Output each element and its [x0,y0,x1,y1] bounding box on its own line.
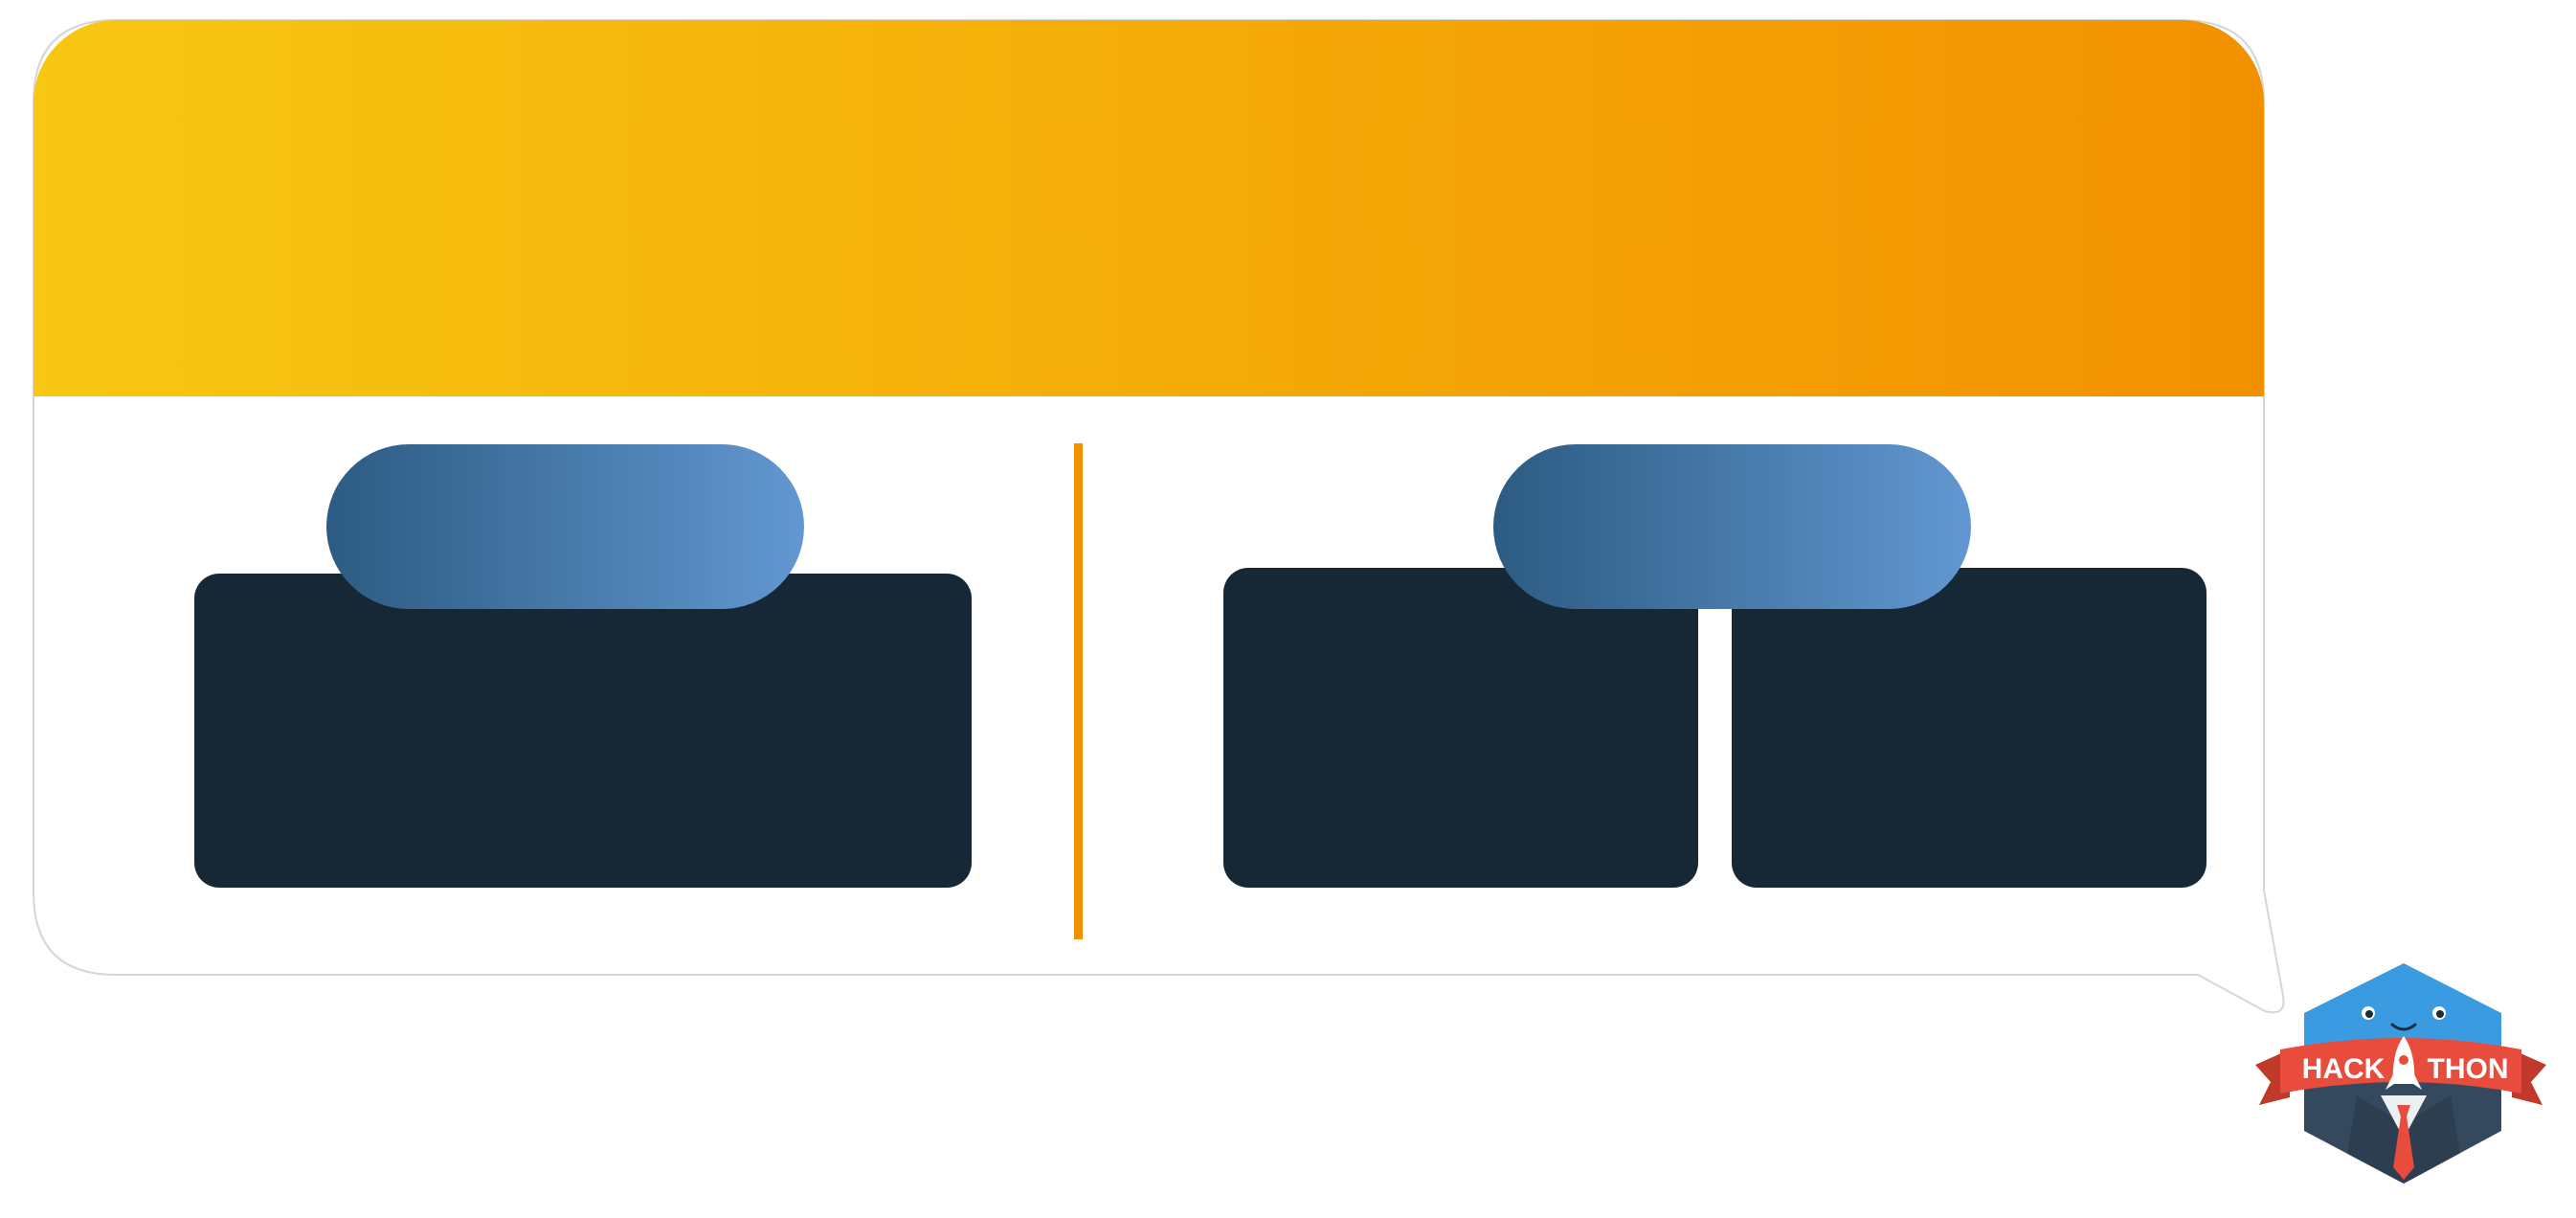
hackathon-mascot-logo: HACK THON [2255,963,2546,1184]
header-banner [34,20,2264,396]
right-content-panel-a [1223,568,1698,888]
logo-text-thon: THON [2428,1053,2509,1085]
header-title [34,20,2264,250]
left-content-panel [194,574,972,888]
logo-text-hack: HACK [2302,1053,2386,1085]
section-divider [1074,443,1083,939]
right-content-panel-b [1732,568,2206,888]
left-section-pill [326,444,804,609]
right-section-pill [1493,444,1971,609]
